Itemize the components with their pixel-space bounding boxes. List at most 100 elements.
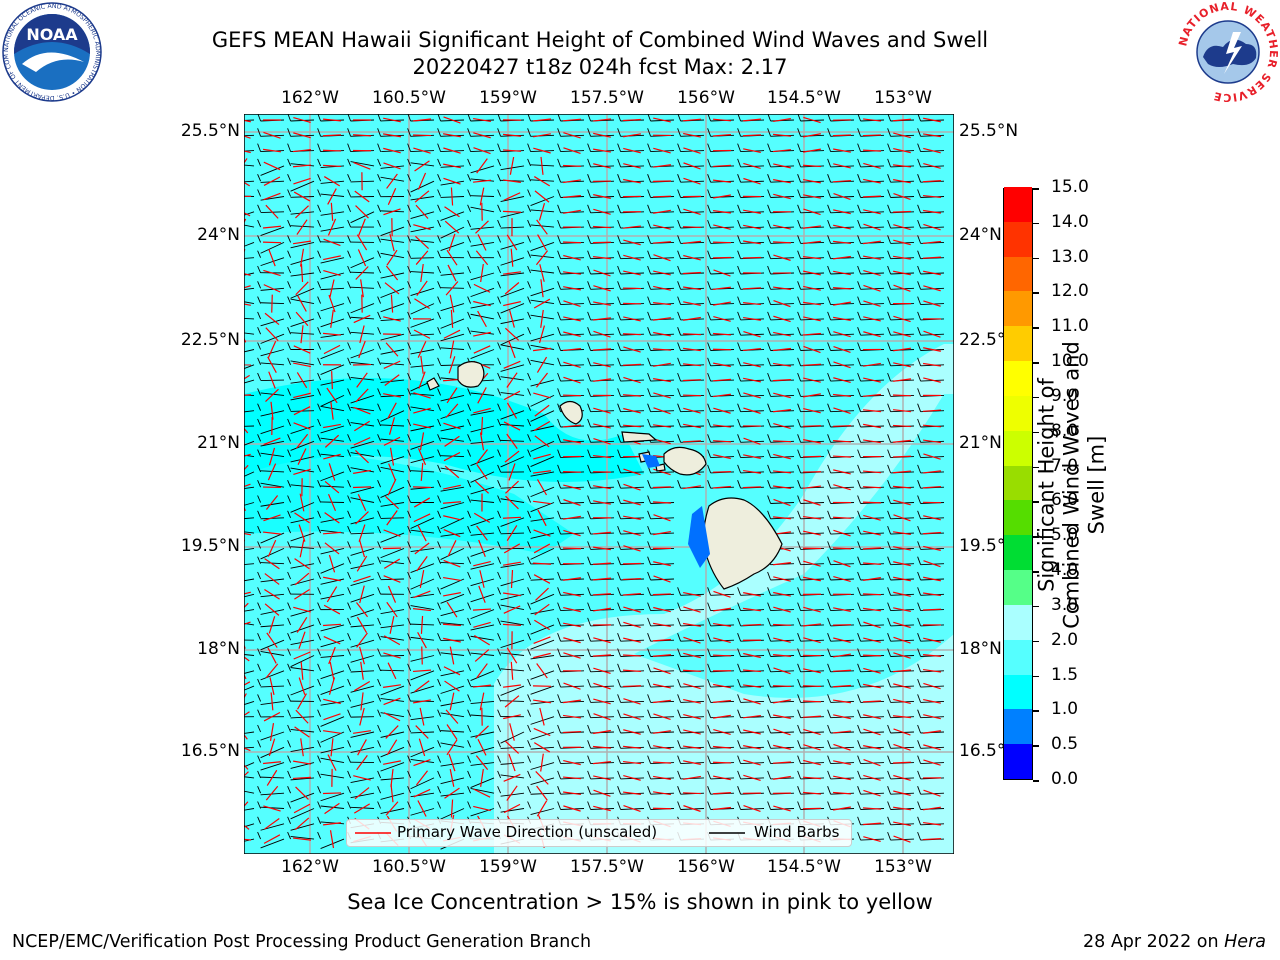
wind-barb-tick [437,495,442,503]
wind-barb-tick [557,633,562,642]
wind-barb-tick [377,403,382,411]
wave-direction-arrow [563,331,581,337]
wave-direction-arrow [266,632,278,648]
barb-glyph [467,432,495,451]
wave-direction-arrow [536,219,548,235]
wave-direction-arrow [802,332,822,336]
wave-direction-arrow [443,177,461,185]
wind-barb-tick [647,694,652,703]
wave-direction-arrow [417,800,427,817]
barb-glyph [737,219,765,230]
wind-barb-tick [917,327,922,336]
barb-glyph [347,480,375,494]
wind-barb-tick [497,617,502,626]
wind-barb-tick [317,801,322,809]
wind-barb-tick [257,602,262,610]
barb-glyph [527,541,555,560]
barb-glyph [587,449,615,459]
wave-direction-arrow [773,805,791,812]
wave-direction-arrow [419,570,425,588]
wind-barb-tick [587,556,592,565]
wind-barb-tick [497,449,502,457]
wind-barb-tick [737,265,742,275]
barb-glyph [377,662,405,680]
barb-glyph [437,219,465,239]
wind-barb-tick [767,174,772,183]
wind-barb-tick [287,480,292,488]
wind-barb-tick [617,740,622,749]
barb-glyph [857,281,885,292]
wave-direction-arrow [265,204,279,219]
wave-direction-arrow [360,279,364,298]
wind-barb [244,746,255,749]
barb-glyph [737,648,765,659]
barb-glyph [347,449,375,464]
wind-barb-tick [767,770,772,780]
wave-direction-arrow [419,432,425,451]
wave-direction-arrow [593,362,611,368]
wave-direction-arrow [682,240,702,245]
wave-direction-arrow [563,271,581,275]
barb-glyph [557,786,585,796]
wind-barb [380,238,405,243]
wind-barb-tick [437,709,442,717]
barb-glyph [797,525,825,536]
wind-barb [260,482,285,488]
wind-barb-tick [827,648,832,657]
wind-barb [410,196,435,201]
colorbar-tick [1033,257,1039,260]
wind-barb-tick [557,663,562,672]
wave-direction-arrow [832,240,852,245]
wind-barb-tick [257,740,262,748]
barb-glyph [317,801,345,815]
barb-glyph [467,493,495,512]
wind-barb-tick [347,372,352,381]
wave-direction-arrow [508,340,516,359]
barb-glyph [244,823,255,830]
wind-barb-tick [437,219,442,228]
wind-barb-tick [707,678,712,688]
wind-barb-tick [557,602,562,611]
wind-barb-tick [917,755,922,764]
barb-glyph [647,709,675,721]
wind-barb [290,440,315,451]
wind-barb-tick [587,724,592,734]
wind-barb-tick [407,556,412,564]
wind-barb-tick [887,327,892,336]
wave-direction-arrow [386,249,398,266]
wave-direction-arrow [385,342,399,357]
barb-glyph [797,602,825,613]
barb-glyph [347,158,375,170]
barb-glyph [437,556,465,568]
barb-glyph [467,724,495,739]
wave-direction-arrow [863,530,881,536]
wind-barb-tick [617,648,622,657]
barb-glyph [347,678,375,693]
wave-direction-arrow [593,485,611,490]
wave-direction-arrow [743,392,761,399]
barb-glyph [244,578,255,582]
barb-glyph [437,678,465,694]
barb-glyph [437,799,465,820]
wind-barb-tick [257,403,262,411]
wind-barb-tick [827,510,832,519]
wave-direction-arrow [862,486,882,489]
barb-glyph [287,709,315,724]
barb-glyph [287,342,315,354]
wind-barb [320,364,345,376]
wave-direction-arrow [473,132,491,139]
barb-glyph [407,480,435,490]
barb-glyph [467,678,495,688]
wave-direction-arrow [383,529,401,537]
barb-glyph [617,541,645,552]
barb-glyph [244,531,255,536]
colorbar-segment [1004,186,1032,222]
wave-direction-arrow [503,421,521,431]
wave-direction-arrow [623,254,641,261]
barb-glyph [797,801,825,810]
wind-barb-tick [737,250,742,259]
wave-direction-arrow [358,218,366,236]
wave-direction-arrow [502,133,522,137]
wave-direction-arrow [683,699,701,704]
wave-direction-arrow [863,637,881,643]
